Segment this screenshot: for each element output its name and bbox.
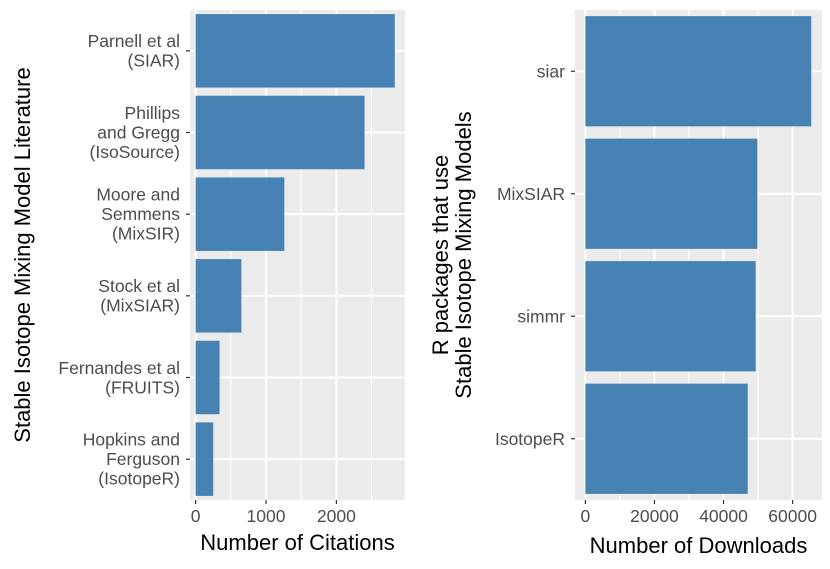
category-label-line: (IsoSource) xyxy=(90,142,180,162)
bar xyxy=(585,261,756,372)
category-label-line: Parnell et al xyxy=(88,31,180,51)
category-label: Hopkins and Ferguson (IsotopeR) xyxy=(83,430,180,489)
bar xyxy=(585,383,748,494)
bar xyxy=(585,138,758,249)
category-label-line: Ferguson xyxy=(106,449,180,469)
category-label: Parnell et al (SIAR) xyxy=(88,31,180,71)
category-label-line: Hopkins and xyxy=(83,430,180,450)
x-tick-label: 2000 xyxy=(317,506,356,526)
category-label: Fernandes et al (FRUITS) xyxy=(58,358,180,398)
category-label: MixSIAR xyxy=(497,184,565,204)
bar xyxy=(195,340,220,415)
category-label: simmr xyxy=(517,306,565,326)
category-label-line: IsotopeR xyxy=(495,429,565,449)
category-label-line: (IsotopeR) xyxy=(98,469,180,489)
x-tick-label: 60000 xyxy=(768,506,817,526)
bar xyxy=(195,422,214,496)
bar xyxy=(195,14,395,88)
y-axis-title: Stable Isotope Mixing Models xyxy=(451,111,476,398)
category-label-line: (SIAR) xyxy=(128,51,181,71)
x-tick-label: 20000 xyxy=(630,506,679,526)
category-label-line: Moore and xyxy=(96,185,180,205)
x-tick-label: 0 xyxy=(580,506,590,526)
category-label-line: Fernandes et al xyxy=(58,358,180,378)
x-tick-label: 0 xyxy=(191,506,201,526)
category-label: siar xyxy=(537,61,565,81)
category-label: Stock et al (MixSIAR) xyxy=(98,276,180,316)
category-label: Moore and Semmens (MixSIR) xyxy=(96,185,180,244)
category-label-line: Stock et al xyxy=(98,276,180,296)
category-label-line: Phillips xyxy=(125,103,181,123)
x-tick-label: 1000 xyxy=(247,506,286,526)
x-axis-title: Number of Citations xyxy=(200,530,394,555)
citations-chart: Parnell et al (SIAR)Phillips and Gregg (Iso… xyxy=(10,10,405,555)
category-label-line: (MixSIR) xyxy=(112,224,180,244)
x-axis-title: Number of Downloads xyxy=(590,533,808,558)
bar xyxy=(195,95,365,170)
category-label-line: and Gregg xyxy=(97,123,180,143)
bar xyxy=(195,259,242,333)
category-label-line: (FRUITS) xyxy=(105,377,180,397)
panel-background xyxy=(190,10,405,500)
y-axis-title: Stable Isotope Mixing Model Literature xyxy=(10,67,35,442)
category-label: IsotopeR xyxy=(495,429,565,449)
x-tick-label: 40000 xyxy=(699,506,748,526)
bar xyxy=(195,177,285,251)
category-label-line: simmr xyxy=(517,306,565,326)
category-label-line: (MixSIAR) xyxy=(100,296,180,316)
category-label-line: siar xyxy=(537,61,565,81)
bar xyxy=(585,16,812,127)
category-label-line: MixSIAR xyxy=(497,184,565,204)
category-label: Phillips and Gregg (IsoSource) xyxy=(90,103,181,162)
category-label-line: Semmens xyxy=(101,204,180,224)
downloads-chart: siar MixSIAR simmr IsotopeR 0 20000 40000 60000… xyxy=(428,10,822,558)
y-axis-title: R packages that use xyxy=(428,155,453,356)
